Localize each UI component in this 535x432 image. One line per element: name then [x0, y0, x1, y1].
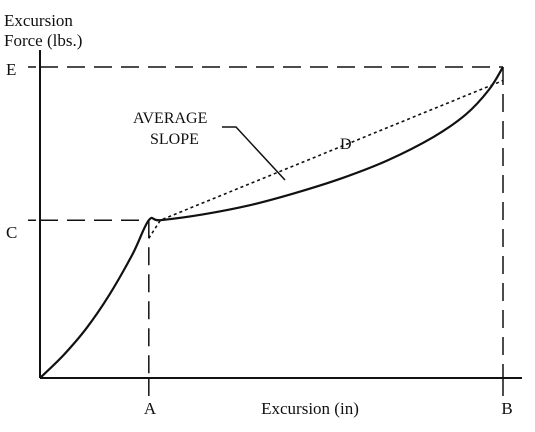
y-axis-label-line-1: Excursion	[4, 11, 73, 30]
annotation-d: D	[340, 136, 352, 153]
y-tick-label-E: E	[6, 60, 16, 79]
x-axis-label: Excursion (in)	[261, 399, 359, 418]
axes	[28, 50, 522, 396]
series-force-curve	[39, 66, 504, 379]
y-axis-label-line-2: Force (lbs.)	[4, 31, 82, 50]
annotation-slope: SLOPE	[150, 131, 199, 148]
x-tick-label-B: B	[501, 399, 512, 418]
y-tick-label-C: C	[6, 223, 17, 242]
x-tick-label-A: A	[144, 399, 157, 418]
guide-lines	[40, 66, 504, 378]
curves	[39, 66, 504, 379]
series-average-slope	[148, 79, 504, 239]
annotation-average: AVERAGE	[133, 110, 207, 127]
annotations	[222, 126, 286, 181]
average-slope-leader	[222, 126, 286, 181]
